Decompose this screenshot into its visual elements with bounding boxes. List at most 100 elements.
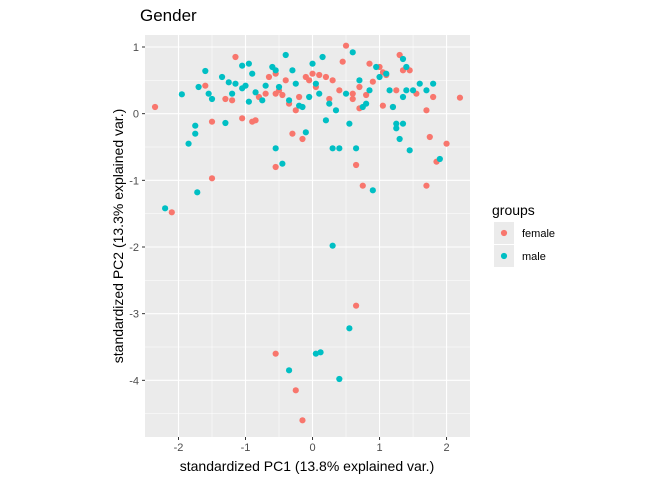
- point-male: [225, 79, 232, 86]
- point-male: [222, 119, 229, 127]
- point-female: [208, 175, 216, 182]
- point-male: [406, 147, 413, 154]
- x-tick-label: 0: [309, 442, 315, 454]
- point-male: [292, 80, 299, 87]
- x-tick-label: 1: [376, 442, 382, 454]
- point-male: [363, 100, 370, 107]
- point-male: [403, 63, 410, 71]
- point-male: [232, 80, 239, 87]
- point-male: [279, 160, 286, 167]
- point-male: [262, 82, 269, 89]
- point-female: [322, 73, 330, 81]
- major-gridlines: [145, 35, 470, 437]
- point-male: [326, 100, 333, 107]
- point-female: [202, 82, 209, 89]
- point-male: [319, 53, 326, 61]
- y-tick-label: 1: [133, 42, 139, 54]
- point-female: [329, 77, 336, 84]
- point-male: [409, 87, 417, 94]
- point-female: [306, 77, 313, 84]
- point-male: [178, 91, 185, 98]
- point-female: [342, 42, 350, 49]
- point-male: [389, 103, 397, 111]
- point-female: [379, 102, 386, 109]
- point-male: [373, 63, 380, 71]
- point-male: [349, 49, 356, 56]
- x-tick-label: -1: [241, 442, 251, 454]
- point-male: [346, 325, 353, 332]
- point-female: [363, 91, 370, 99]
- point-male: [383, 70, 390, 77]
- point-male: [239, 62, 246, 69]
- point-male: [369, 187, 376, 194]
- point-female: [289, 130, 296, 137]
- point-male: [312, 80, 319, 87]
- point-male: [289, 67, 296, 74]
- point-male: [386, 87, 393, 94]
- point-female: [252, 117, 259, 124]
- point-male: [272, 67, 279, 74]
- point-female: [443, 140, 450, 147]
- y-tick-label: -4: [129, 375, 139, 387]
- point-male: [332, 107, 340, 114]
- point-male: [252, 89, 259, 96]
- point-male: [275, 83, 283, 91]
- point-female: [299, 135, 306, 143]
- point-male: [285, 367, 293, 374]
- point-female: [229, 97, 236, 104]
- point-male: [302, 129, 309, 136]
- y-axis-ticks: 1 0 -1 -2 -3 -4: [129, 42, 145, 387]
- legend-label-male: male: [522, 251, 546, 263]
- point-male: [376, 73, 383, 81]
- point-female: [456, 94, 464, 101]
- point-male: [356, 77, 363, 84]
- point-male: [242, 82, 249, 89]
- point-female: [349, 95, 356, 103]
- legend-label-female: female: [522, 228, 555, 240]
- point-male: [352, 145, 360, 152]
- point-male: [259, 97, 266, 104]
- point-female: [232, 53, 239, 61]
- point-male: [282, 51, 289, 59]
- chart-title: Gender: [140, 6, 197, 25]
- point-male: [336, 375, 343, 383]
- point-male: [399, 120, 407, 127]
- legend-items: female male: [494, 222, 555, 267]
- point-male: [208, 95, 216, 103]
- point-female: [326, 95, 333, 103]
- point-female: [352, 161, 360, 169]
- point-female: [299, 417, 306, 424]
- point-male: [403, 87, 410, 94]
- y-axis-title: standardized PC2 (13.3% explained var.): [110, 109, 126, 363]
- point-male: [192, 122, 199, 129]
- legend: groups female male: [492, 202, 555, 267]
- point-female: [352, 302, 360, 309]
- point-female: [356, 83, 363, 91]
- point-male: [245, 60, 252, 67]
- point-male: [205, 90, 212, 97]
- legend-marker-male: [500, 252, 508, 260]
- point-female: [222, 95, 229, 103]
- point-male: [162, 205, 169, 212]
- point-male: [393, 120, 400, 127]
- point-female: [349, 90, 356, 97]
- point-male: [312, 350, 319, 357]
- point-male: [336, 145, 343, 152]
- point-male: [306, 93, 313, 101]
- point-male: [316, 90, 323, 97]
- point-female: [393, 87, 400, 94]
- point-female: [279, 91, 286, 99]
- point-female: [168, 209, 175, 216]
- point-female: [292, 107, 299, 114]
- point-female: [316, 71, 323, 79]
- point-female: [366, 60, 373, 67]
- point-female: [339, 58, 346, 65]
- x-tick-label: 2: [443, 442, 449, 454]
- point-male: [309, 60, 316, 67]
- point-male: [329, 145, 336, 152]
- point-male: [366, 87, 373, 94]
- plot-panel: [145, 35, 470, 437]
- point-male: [396, 135, 403, 143]
- point-female: [359, 182, 366, 189]
